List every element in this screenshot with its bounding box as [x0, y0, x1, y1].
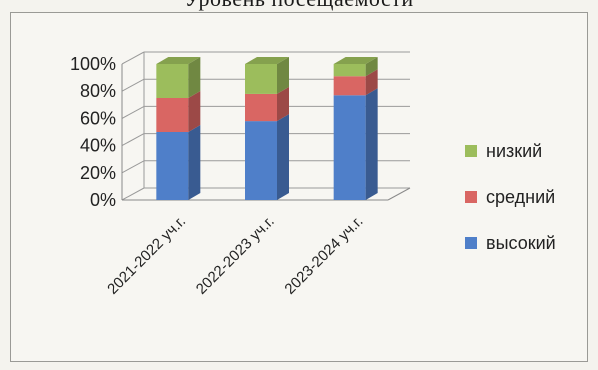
bar-side-1-1 [277, 86, 289, 122]
bar-side-2-0 [365, 88, 378, 200]
gridline-depth-1 [121, 160, 145, 174]
bar-side-2-1 [365, 69, 378, 96]
bar-0-1 [156, 98, 189, 132]
bar-side-1-0 [277, 114, 289, 200]
legend-item-medium: средний [465, 184, 556, 210]
bar-1-1 [245, 93, 277, 122]
category-label-1: 2022-2023 уч.г. [193, 213, 278, 298]
legend-swatch-low [465, 145, 477, 157]
chart-title: Уровень посещаемости [0, 0, 598, 12]
legend-label-medium: средний [486, 186, 556, 207]
y-tick-label-2: 40% [80, 136, 116, 156]
gridline-depth-3 [121, 105, 145, 119]
bar-1-2 [245, 64, 277, 94]
legend-item-low: низкий [465, 138, 556, 164]
bar-side-0-1 [188, 91, 201, 132]
bar-side-0-2 [188, 57, 201, 98]
y-tick-label-3: 60% [80, 108, 116, 128]
chart-legend: низкий средний высокий [465, 138, 556, 276]
gridline-depth-0 [121, 187, 145, 201]
gridline-depth-2 [121, 133, 145, 147]
y-tick-label-5: 100% [70, 54, 116, 74]
category-label-0: 2021-2022 уч.г. [104, 213, 189, 298]
bar-1-0 [245, 121, 277, 200]
bar-2-1 [333, 76, 366, 96]
gridline-depth-5 [121, 51, 145, 65]
bar-top-0 [156, 57, 201, 64]
bar-side-0-0 [188, 125, 201, 200]
legend-swatch-medium [465, 191, 477, 203]
gridline-depth-4 [121, 78, 145, 92]
y-tick-label-4: 80% [80, 81, 116, 101]
y-tick-label-0: 0% [90, 190, 116, 210]
y-tick-label-1: 20% [80, 163, 116, 183]
bar-2-2 [333, 64, 366, 77]
legend-item-high: высокий [465, 230, 556, 256]
bar-2-0 [333, 95, 366, 200]
bar-0-0 [156, 132, 189, 200]
bar-top-1 [245, 57, 289, 64]
bar-side-1-2 [277, 57, 289, 94]
chart-frame [10, 12, 588, 362]
bar-top-2 [333, 57, 378, 64]
legend-label-high: высокий [486, 232, 556, 253]
bar-0-2 [156, 64, 189, 98]
floor-edge [387, 187, 411, 201]
bar-side-2-2 [365, 57, 378, 77]
legend-swatch-high [465, 237, 477, 249]
legend-label-low: низкий [486, 140, 543, 161]
category-label-2: 2023-2024 уч.г. [281, 213, 366, 298]
